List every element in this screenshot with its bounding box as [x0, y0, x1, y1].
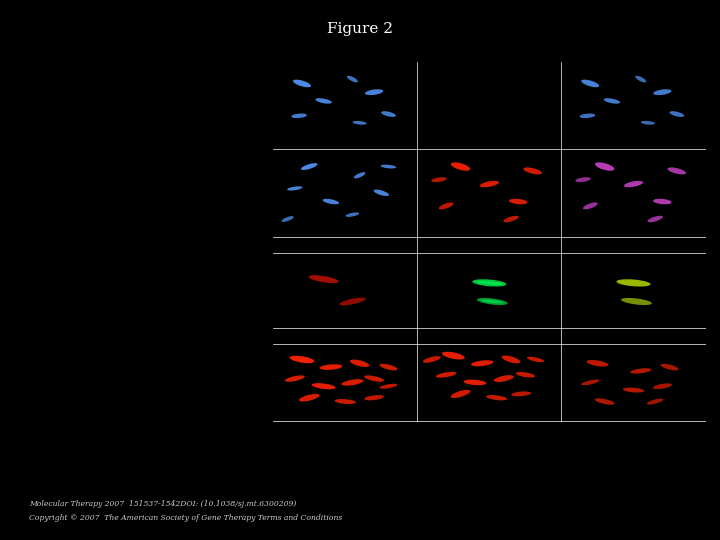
Text: Cy5: Cy5	[482, 48, 497, 57]
Ellipse shape	[523, 167, 542, 174]
Ellipse shape	[472, 279, 506, 287]
Ellipse shape	[623, 388, 644, 393]
Ellipse shape	[509, 199, 528, 204]
Ellipse shape	[635, 76, 647, 83]
Ellipse shape	[346, 212, 359, 217]
Ellipse shape	[647, 216, 663, 222]
Ellipse shape	[347, 76, 358, 83]
Text: b: b	[233, 240, 240, 250]
Ellipse shape	[320, 364, 342, 370]
Ellipse shape	[581, 79, 599, 87]
Ellipse shape	[301, 163, 318, 170]
Ellipse shape	[381, 111, 396, 117]
Ellipse shape	[354, 172, 366, 178]
Ellipse shape	[624, 181, 643, 187]
Text: Merge: Merge	[621, 48, 645, 57]
Text: Cy5: Cy5	[338, 240, 353, 249]
Ellipse shape	[315, 98, 332, 104]
Text: 2 h: 2 h	[483, 332, 495, 340]
Text: PNA treated: PNA treated	[249, 269, 255, 311]
Ellipse shape	[374, 190, 389, 196]
Ellipse shape	[431, 177, 446, 182]
Text: a: a	[233, 48, 239, 57]
Text: Rinse: Rinse	[479, 445, 500, 454]
Text: Molecular Therapy 2007  151537-1542DOI: (10.1038/sj.mt.6300209): Molecular Therapy 2007 151537-1542DOI: (…	[29, 500, 296, 508]
Ellipse shape	[587, 360, 608, 367]
Ellipse shape	[641, 121, 655, 125]
Ellipse shape	[486, 395, 507, 400]
Ellipse shape	[442, 352, 464, 360]
Text: 4 h: 4 h	[627, 332, 639, 340]
Ellipse shape	[616, 279, 651, 287]
Text: DAPI: DAPI	[336, 48, 354, 57]
Text: NanoOrange: NanoOrange	[465, 240, 513, 249]
Text: c: c	[233, 331, 238, 341]
Ellipse shape	[350, 360, 369, 367]
Ellipse shape	[502, 355, 521, 363]
Text: Figure 2: Figure 2	[327, 22, 393, 36]
Ellipse shape	[595, 399, 615, 405]
Ellipse shape	[494, 375, 514, 382]
Ellipse shape	[653, 89, 672, 95]
Ellipse shape	[516, 372, 535, 377]
Ellipse shape	[583, 202, 598, 210]
Ellipse shape	[292, 113, 307, 118]
Ellipse shape	[451, 390, 470, 398]
Ellipse shape	[365, 89, 383, 95]
Ellipse shape	[323, 199, 339, 204]
Ellipse shape	[464, 380, 486, 385]
Ellipse shape	[287, 186, 302, 191]
Ellipse shape	[580, 113, 595, 118]
Ellipse shape	[312, 383, 336, 389]
Ellipse shape	[423, 356, 441, 363]
Ellipse shape	[595, 163, 614, 171]
Ellipse shape	[481, 300, 503, 303]
Ellipse shape	[353, 121, 366, 125]
Ellipse shape	[667, 167, 686, 174]
Ellipse shape	[381, 165, 396, 168]
Ellipse shape	[339, 298, 366, 306]
Ellipse shape	[511, 392, 531, 396]
Ellipse shape	[299, 394, 320, 402]
Ellipse shape	[289, 356, 315, 363]
Ellipse shape	[480, 181, 499, 187]
Text: Untreated: Untreated	[249, 88, 255, 123]
Ellipse shape	[379, 364, 397, 370]
Ellipse shape	[477, 281, 502, 285]
Ellipse shape	[647, 399, 663, 404]
Ellipse shape	[503, 216, 518, 222]
Text: PNA treated: PNA treated	[249, 172, 255, 214]
Ellipse shape	[282, 216, 294, 222]
Ellipse shape	[379, 384, 397, 389]
Ellipse shape	[293, 79, 311, 87]
Text: Merge: Merge	[621, 240, 645, 249]
Ellipse shape	[451, 163, 470, 171]
Ellipse shape	[581, 380, 600, 385]
Ellipse shape	[341, 379, 364, 386]
Ellipse shape	[477, 298, 508, 305]
Text: PNA treated: PNA treated	[249, 361, 255, 403]
Ellipse shape	[630, 368, 651, 374]
Ellipse shape	[660, 364, 678, 370]
Ellipse shape	[309, 275, 338, 283]
Ellipse shape	[364, 375, 384, 382]
Ellipse shape	[436, 372, 456, 377]
Ellipse shape	[285, 375, 305, 382]
Text: 0: 0	[343, 332, 348, 340]
Ellipse shape	[603, 98, 620, 104]
Ellipse shape	[438, 202, 454, 210]
Ellipse shape	[364, 395, 384, 400]
Ellipse shape	[575, 177, 591, 182]
Ellipse shape	[621, 298, 652, 305]
Ellipse shape	[335, 399, 356, 404]
Ellipse shape	[653, 383, 672, 389]
Ellipse shape	[471, 360, 493, 366]
Ellipse shape	[670, 111, 684, 117]
Ellipse shape	[527, 357, 544, 362]
Text: Copyright © 2007  The American Society of Gene Therapy Terms and Conditions: Copyright © 2007 The American Society of…	[29, 514, 342, 522]
Ellipse shape	[653, 199, 672, 204]
